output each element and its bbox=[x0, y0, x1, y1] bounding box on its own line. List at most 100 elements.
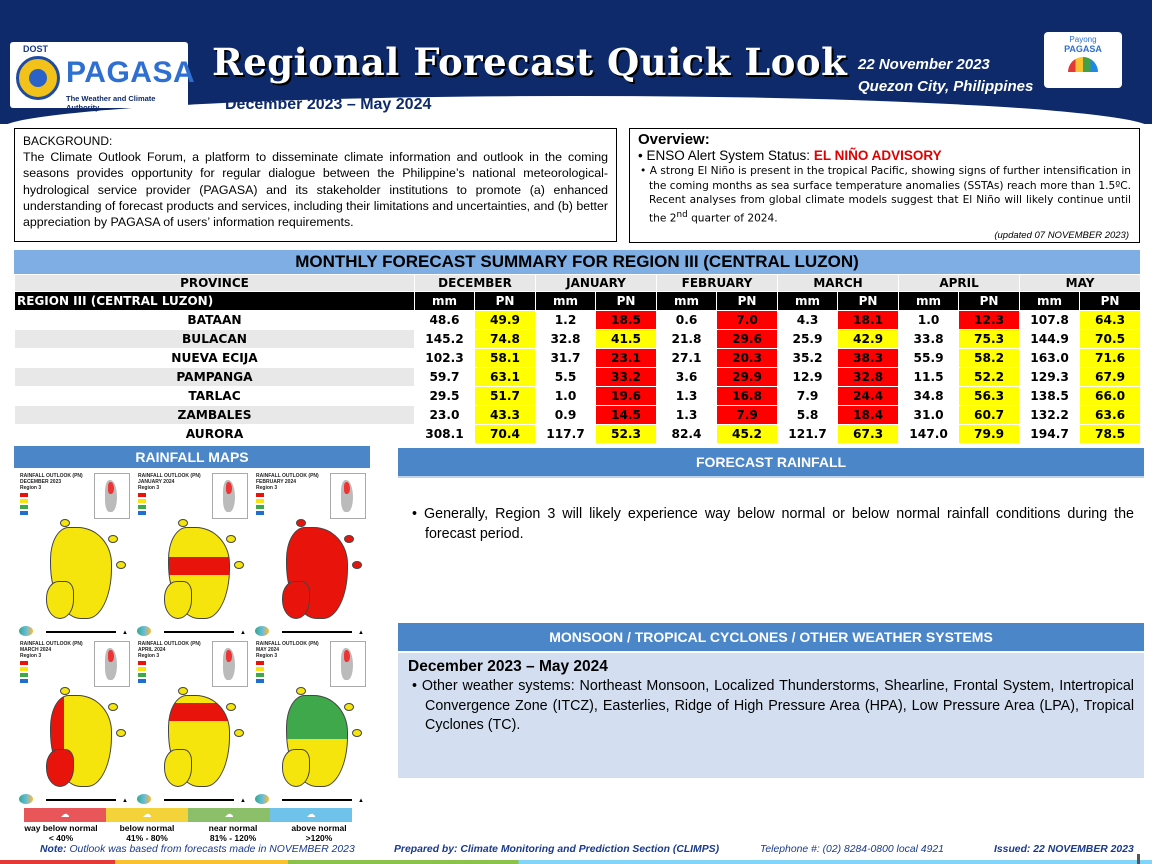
map-scale-bar bbox=[282, 631, 352, 633]
footer-issued: Issued: 22 NOVEMBER 2023 bbox=[994, 844, 1134, 855]
rainfall-map-panel: RAINFALL OUTLOOK (PN) DECEMBER 2023 Regi… bbox=[16, 471, 134, 639]
pn-cell: 23.1 bbox=[594, 348, 658, 368]
mm-cell: 0.6 bbox=[656, 310, 718, 330]
overview-heading: Overview: bbox=[638, 131, 710, 148]
map-scale-bar bbox=[46, 631, 116, 633]
month-header: DECEMBER bbox=[414, 274, 536, 292]
pn-cell: 42.9 bbox=[837, 329, 900, 349]
map-legend-swatches bbox=[138, 661, 168, 685]
header-banner: DOST PAGASA The Weather and Climate Auth… bbox=[0, 0, 1152, 124]
inset-region-highlight bbox=[226, 482, 232, 494]
pn-cell: 51.7 bbox=[474, 386, 536, 406]
legend-swatch bbox=[138, 661, 146, 665]
month-header: MAY bbox=[1019, 274, 1142, 292]
map-caption: RAINFALL OUTLOOK (PN) APRIL 2024 Region … bbox=[138, 641, 201, 659]
north-arrow-icon: ▲ bbox=[122, 630, 128, 636]
table-row: ZAMBALES 23.0 43.3 0.9 14.5 1.3 7.9 5.8 18.4 31.0… bbox=[14, 405, 1142, 425]
mm-header: mm bbox=[414, 291, 475, 311]
pn-cell: 49.9 bbox=[474, 310, 536, 330]
pn-cell: 24.4 bbox=[837, 386, 900, 406]
pn-header: PN bbox=[716, 291, 779, 311]
mm-cell: 29.5 bbox=[414, 386, 475, 406]
map-scale-bar bbox=[282, 799, 352, 801]
legend-category: below normal bbox=[119, 823, 175, 833]
inset-region-highlight bbox=[344, 482, 350, 494]
legend-swatch bbox=[256, 511, 264, 515]
pagasa-seal-icon bbox=[16, 56, 60, 100]
mm-cell: 1.3 bbox=[656, 405, 718, 425]
mm-cell: 138.5 bbox=[1019, 386, 1081, 406]
map-islet bbox=[296, 519, 306, 527]
monsoon-box: December 2023 – May 2024 • Other weather… bbox=[398, 653, 1144, 778]
pn-cell: 64.3 bbox=[1079, 310, 1142, 330]
mm-cell: 32.8 bbox=[535, 329, 596, 349]
pn-header: PN bbox=[1079, 291, 1142, 311]
legend-range: 41% - 80% bbox=[126, 833, 168, 843]
pn-cell: 18.4 bbox=[837, 405, 900, 425]
province-cell: NUEVA ECIJA bbox=[14, 348, 415, 368]
mm-cell: 5.5 bbox=[535, 367, 596, 387]
month-header: APRIL bbox=[898, 274, 1021, 292]
pn-cell: 67.9 bbox=[1079, 367, 1142, 387]
region-label: REGION III (CENTRAL LUZON) bbox=[14, 291, 415, 311]
map-legend-swatches bbox=[256, 661, 286, 685]
map-islet bbox=[352, 729, 362, 737]
mini-logo-icon bbox=[19, 626, 33, 636]
region-map-shape-south bbox=[164, 749, 192, 787]
overview-text-sup: nd bbox=[676, 209, 688, 220]
background-heading: BACKGROUND: bbox=[23, 134, 113, 148]
map-scale-bar bbox=[164, 631, 234, 633]
dost-label: DOST bbox=[23, 44, 49, 54]
inset-region-highlight bbox=[344, 650, 350, 662]
table-row: PAMPANGA 59.7 63.1 5.5 33.2 3.6 29.9 12.9 32.8 11… bbox=[14, 367, 1142, 387]
legend-range: 81% - 120% bbox=[209, 833, 257, 843]
mm-cell: 31.7 bbox=[535, 348, 596, 368]
pn-cell: 19.6 bbox=[594, 386, 658, 406]
pn-cell: 12.3 bbox=[958, 310, 1021, 330]
agency-tagline: The Weather and Climate Authority bbox=[66, 94, 156, 112]
mm-cell: 23.0 bbox=[414, 405, 475, 425]
rainfall-maps-heading: RAINFALL MAPS bbox=[14, 446, 370, 468]
pn-header: PN bbox=[474, 291, 536, 311]
overview-text-end: quarter of 2024. bbox=[687, 212, 778, 225]
footer-note-text: Outlook was based from forecasts made in… bbox=[69, 844, 355, 855]
map-legend-swatches bbox=[20, 661, 50, 685]
forecast-rainfall-text: • Generally, Region 3 will likely experi… bbox=[412, 506, 1134, 542]
map-legend-swatches bbox=[138, 493, 168, 517]
mm-cell: 3.6 bbox=[656, 367, 718, 387]
legend-swatch bbox=[20, 505, 28, 509]
forecast-period: December 2023 – May 2024 bbox=[225, 96, 432, 113]
mini-logo-icon bbox=[255, 626, 269, 636]
date-location: 22 November 2023 Quezon City, Philippine… bbox=[858, 54, 1033, 98]
province-cell: BULACAN bbox=[14, 329, 415, 349]
background-text: The Climate Outlook Forum, a platform to… bbox=[23, 150, 608, 230]
map-islet bbox=[234, 561, 244, 569]
mm-cell: 1.0 bbox=[535, 386, 596, 406]
pn-cell: 58.2 bbox=[958, 348, 1021, 368]
map-scale-bar bbox=[46, 799, 116, 801]
map-islet bbox=[116, 729, 126, 737]
monsoon-period: December 2023 – May 2024 bbox=[408, 658, 608, 675]
mm-cell: 0.9 bbox=[535, 405, 596, 425]
north-arrow-icon: ▲ bbox=[358, 630, 364, 636]
cloud-icon: ☁ bbox=[142, 809, 152, 819]
pn-cell: 52.3 bbox=[594, 424, 658, 444]
forecast-summary-table: PROVINCE DECEMBER JANUARY FEBRUARY MARCH APR… bbox=[14, 274, 1142, 444]
footer-note: Note: Outlook was based from forecasts m… bbox=[40, 844, 355, 855]
mm-cell: 129.3 bbox=[1019, 367, 1081, 387]
legend-swatch bbox=[256, 661, 264, 665]
table-row: AURORA 308.1 70.4 117.7 52.3 82.4 45.2 121.7 67.… bbox=[14, 424, 1142, 444]
month-header: MARCH bbox=[777, 274, 900, 292]
province-cell: BATAAN bbox=[14, 310, 415, 330]
mm-header: mm bbox=[656, 291, 718, 311]
pn-cell: 56.3 bbox=[958, 386, 1021, 406]
mm-cell: 82.4 bbox=[656, 424, 718, 444]
inset-region-highlight bbox=[108, 650, 114, 662]
pn-cell: 38.3 bbox=[837, 348, 900, 368]
philippines-inset-map bbox=[212, 641, 248, 687]
map-caption: RAINFALL OUTLOOK (PN) JANUARY 2024 Regio… bbox=[138, 473, 201, 491]
mm-header: mm bbox=[898, 291, 960, 311]
mm-cell: 194.7 bbox=[1019, 424, 1081, 444]
mini-logo-icon bbox=[137, 626, 151, 636]
mm-cell: 25.9 bbox=[777, 329, 839, 349]
